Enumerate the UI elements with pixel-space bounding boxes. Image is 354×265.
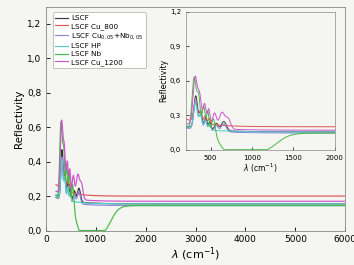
LSCF [194, 202, 198, 205]
X-axis label: $\lambda$ (cm$^{-1}$): $\lambda$ (cm$^{-1}$) [171, 246, 220, 263]
LSCF Cu_800 [59, 156, 64, 159]
LSCF HP [194, 202, 198, 205]
Y-axis label: Reflectivity: Reflectivity [14, 89, 24, 148]
LSCF [268, 202, 272, 205]
LSCF Cu_800 [54, 183, 58, 186]
LSCF Cu_1200 [54, 189, 58, 193]
LSCF Cu_800 [177, 195, 182, 198]
Line: LSCF Cu$_{0,05}$+Nb$_{0,05}$: LSCF Cu$_{0,05}$+Nb$_{0,05}$ [56, 157, 350, 206]
LSCF HP [54, 194, 58, 197]
LSCF Nb [268, 204, 272, 207]
LSCF Cu_1200 [180, 200, 184, 203]
LSCF Nb [339, 204, 343, 207]
LSCF Cu_800 [339, 195, 343, 198]
LSCF Cu_1200 [194, 200, 198, 203]
LSCF Cu_800 [268, 195, 272, 198]
LSCF Cu_1200 [324, 200, 329, 203]
LSCF Cu$_{0,05}$+Nb$_{0,05}$ [180, 204, 184, 207]
Line: LSCF HP: LSCF HP [56, 161, 350, 204]
LSCF Cu_800 [180, 195, 184, 198]
LSCF [54, 193, 58, 197]
Y-axis label: Reflectivity: Reflectivity [159, 59, 169, 102]
LSCF HP [348, 202, 352, 205]
Line: LSCF Cu_1200: LSCF Cu_1200 [56, 120, 350, 201]
LSCF Cu$_{0,05}$+Nb$_{0,05}$ [60, 156, 64, 159]
LSCF Nb [59, 120, 63, 123]
LSCF HP [339, 202, 343, 205]
Line: LSCF Cu_800: LSCF Cu_800 [56, 158, 350, 196]
LSCF Nb [54, 196, 58, 199]
LSCF Cu_1200 [59, 118, 64, 122]
LSCF Cu_800 [324, 195, 329, 198]
LSCF Cu_800 [194, 195, 198, 198]
LSCF [180, 202, 184, 205]
LSCF HP [177, 202, 182, 205]
LSCF Nb [180, 204, 184, 207]
LSCF Nb [178, 204, 182, 207]
Line: LSCF Nb: LSCF Nb [56, 122, 350, 231]
LSCF [339, 202, 343, 205]
LSCF Cu_1200 [268, 200, 272, 203]
LSCF Cu_1200 [348, 200, 352, 203]
LSCF Nb [348, 204, 352, 207]
LSCF HP [60, 159, 64, 162]
LSCF Cu_1200 [177, 200, 182, 203]
LSCF [60, 148, 64, 151]
Line: LSCF: LSCF [56, 150, 350, 204]
LSCF Nb [77, 229, 81, 232]
LSCF Cu$_{0,05}$+Nb$_{0,05}$ [339, 204, 343, 207]
LSCF Cu$_{0,05}$+Nb$_{0,05}$ [268, 204, 272, 207]
LSCF [324, 202, 329, 205]
LSCF Cu$_{0,05}$+Nb$_{0,05}$ [194, 204, 198, 207]
LSCF [348, 202, 352, 205]
Legend: LSCF, LSCF Cu_800, LSCF Cu$_{0,05}$+Nb$_{0,05}$, LSCF HP, LSCF Nb, LSCF Cu_1200: LSCF, LSCF Cu_800, LSCF Cu$_{0,05}$+Nb$_… [53, 12, 146, 68]
LSCF Cu$_{0,05}$+Nb$_{0,05}$ [348, 204, 352, 207]
LSCF Nb [325, 204, 329, 207]
LSCF Cu_800 [348, 195, 352, 198]
LSCF Cu$_{0,05}$+Nb$_{0,05}$ [177, 204, 182, 207]
X-axis label: $\lambda$ (cm$^{-1}$): $\lambda$ (cm$^{-1}$) [243, 162, 278, 175]
LSCF Cu_1200 [339, 200, 343, 203]
LSCF HP [180, 202, 184, 205]
LSCF HP [324, 202, 329, 205]
LSCF Cu$_{0,05}$+Nb$_{0,05}$ [54, 196, 58, 199]
LSCF Cu$_{0,05}$+Nb$_{0,05}$ [324, 204, 329, 207]
LSCF HP [268, 202, 272, 205]
LSCF [177, 202, 182, 205]
LSCF Nb [194, 204, 198, 207]
